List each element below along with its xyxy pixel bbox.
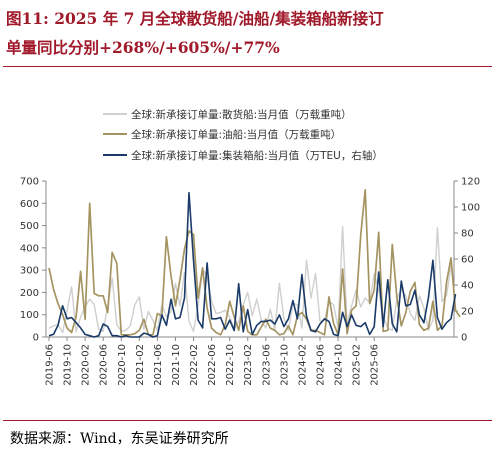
x-tick-label: 2021-10 [171,344,182,386]
x-tick-label: 2024-02 [297,344,308,386]
left-tick-label: 500 [20,221,39,232]
chart-svg: 0 100 200 300 400 500 600 700 0 20 40 60 80 100 120 201… [20,108,480,386]
right-tick-label: 60 [461,255,474,266]
left-tick-label: 600 [20,199,39,210]
right-tick-label: 0 [461,333,467,344]
source-rule [3,420,492,421]
x-tick-label: 2022-06 [207,344,218,386]
x-tick-label: 2021-02 [135,344,146,386]
legend-label-1: 全球:新承接订单量:散货船:当月值（万载重吨） [131,108,352,121]
figure-title-line2: 单量同比分别+268%/+605%/+77% [6,38,280,57]
x-tick-label: 2020-06 [99,344,110,386]
x-tick-label: 2023-10 [279,344,290,386]
x-tick-label: 2021-06 [153,344,164,386]
left-tick-label: 300 [20,266,39,277]
x-tick-label: 2023-06 [261,344,272,386]
figure-title: 图11: 2025 年 7 月全球散货船/油船/集装箱船新接订 单量同比分别+2… [6,4,492,62]
left-tick-label: 100 [20,310,39,321]
x-tick-label: 2022-02 [189,344,200,386]
x-tick-label: 2024-10 [334,344,345,386]
left-tick-label: 0 [33,333,39,344]
x-tick-label: 2022-10 [225,344,236,386]
x-tick-label: 2019-06 [45,344,56,386]
series-line-2 [48,189,461,336]
legend-label-3: 全球:新承接订单量:集装箱船:当月值（万TEU，右轴） [131,149,383,162]
right-tick-label: 40 [461,281,474,292]
left-tick-label: 400 [20,243,39,254]
title-rule [3,66,492,67]
x-tick-label: 2025-06 [370,344,381,386]
legend-label-2: 全球:新承接订单量:油船:当月值（万载重吨） [131,128,341,141]
right-tick-label: 20 [461,307,474,318]
right-tick-label: 120 [461,177,480,188]
source-note: 数据来源：Wind，东吴证券研究所 [10,431,229,447]
left-tick-label: 700 [20,177,39,188]
series-line-3 [48,191,457,338]
x-tick-label: 2023-02 [243,344,254,386]
figure-title-line1: 图11: 2025 年 7 月全球散货船/油船/集装箱船新接订 [6,9,384,28]
left-tick-label: 200 [20,288,39,299]
x-tick-label: 2025-02 [352,344,363,386]
x-tick-label: 2020-02 [81,344,92,386]
right-tick-label: 80 [461,229,474,240]
x-tick-label: 2019-10 [63,344,74,386]
right-tick-label: 100 [461,203,480,214]
x-tick-label: 2024-06 [316,344,327,386]
x-tick-label: 2020-10 [117,344,128,386]
